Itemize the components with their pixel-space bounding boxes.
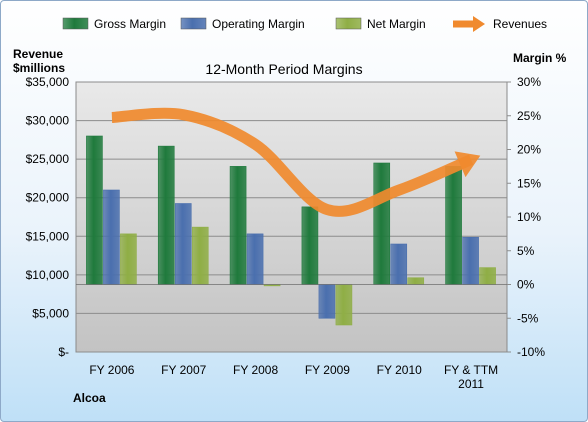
y-right-tick-label: -5% <box>517 311 539 325</box>
y-left-tick-label: $20,000 <box>26 191 70 205</box>
bar-gross-margin <box>373 162 391 285</box>
bar-gross-margin <box>445 166 462 285</box>
bar-gross-margin <box>86 135 103 285</box>
bar-net-margin <box>120 233 137 285</box>
left-axis-title-line-1: Revenue <box>13 47 64 61</box>
chart-title: 12-Month Period Margins <box>205 61 362 77</box>
bar-operating-margin <box>390 243 408 285</box>
legend-operating-margin-swatch <box>180 17 207 30</box>
x-tick-label: FY 2010 <box>377 363 422 377</box>
bar-gross-margin <box>301 206 319 285</box>
bar-operating-margin <box>318 284 336 319</box>
legend-revenues-swatch-head <box>473 16 485 32</box>
x-tick-label: 2011 <box>458 377 484 391</box>
bar-operating-margin <box>246 233 264 285</box>
y-right-tick-label: 15% <box>517 176 541 190</box>
revenue-arrowhead <box>454 151 481 178</box>
y-left-tick-label: $35,000 <box>26 75 70 89</box>
bar-operating-margin <box>462 236 479 285</box>
x-tick-label: FY & TTM <box>444 363 498 377</box>
plot-area <box>75 81 508 353</box>
legend-operating-margin-label: Operating Margin <box>212 17 305 31</box>
x-tick-label: FY 2008 <box>233 363 278 377</box>
legend-gross-margin-label: Gross Margin <box>94 17 166 31</box>
y-left-tick-label: $10,000 <box>26 268 70 282</box>
bar-operating-margin <box>174 203 192 285</box>
left-axis-title-line-2: $millions <box>13 61 66 75</box>
bar-net-margin <box>335 284 353 326</box>
x-tick-label: FY 2007 <box>161 363 206 377</box>
y-right-tick-label: 25% <box>517 109 541 123</box>
y-left-tick-label: $5,000 <box>32 306 69 320</box>
legend-net-margin-swatch <box>335 17 362 30</box>
y-right-tick-label: 20% <box>517 143 541 157</box>
bar-net-margin <box>407 277 425 285</box>
y-left-tick-label: $30,000 <box>26 114 70 128</box>
y-right-tick-label: 0% <box>517 278 535 292</box>
x-tick-label: FY 2009 <box>305 363 350 377</box>
y-left-tick-label: $25,000 <box>26 152 70 166</box>
x-tick-label: FY 2006 <box>89 363 134 377</box>
revenue-line <box>111 107 474 217</box>
bar-gross-margin <box>157 145 175 285</box>
bar-operating-margin <box>103 189 120 285</box>
right-axis-title: Margin % <box>513 51 567 65</box>
y-right-tick-label: 10% <box>517 210 541 224</box>
y-right-tick-label: 5% <box>517 244 535 258</box>
y-right-tick-label: -10% <box>517 345 545 359</box>
left-axis-title: Revenue $millions <box>13 47 65 75</box>
legend-net-margin-label: Net Margin <box>367 17 426 31</box>
legend-revenues-label: Revenues <box>493 17 547 31</box>
bar-gross-margin <box>229 166 247 285</box>
y-left-tick-label: $- <box>58 345 69 359</box>
bar-net-margin <box>479 267 496 285</box>
bar-net-margin <box>191 226 209 285</box>
legend-gross-margin-swatch <box>62 17 89 30</box>
company-label: Alcoa <box>73 391 106 405</box>
y-left-tick-label: $15,000 <box>26 229 70 243</box>
y-right-tick-label: 30% <box>517 75 541 89</box>
